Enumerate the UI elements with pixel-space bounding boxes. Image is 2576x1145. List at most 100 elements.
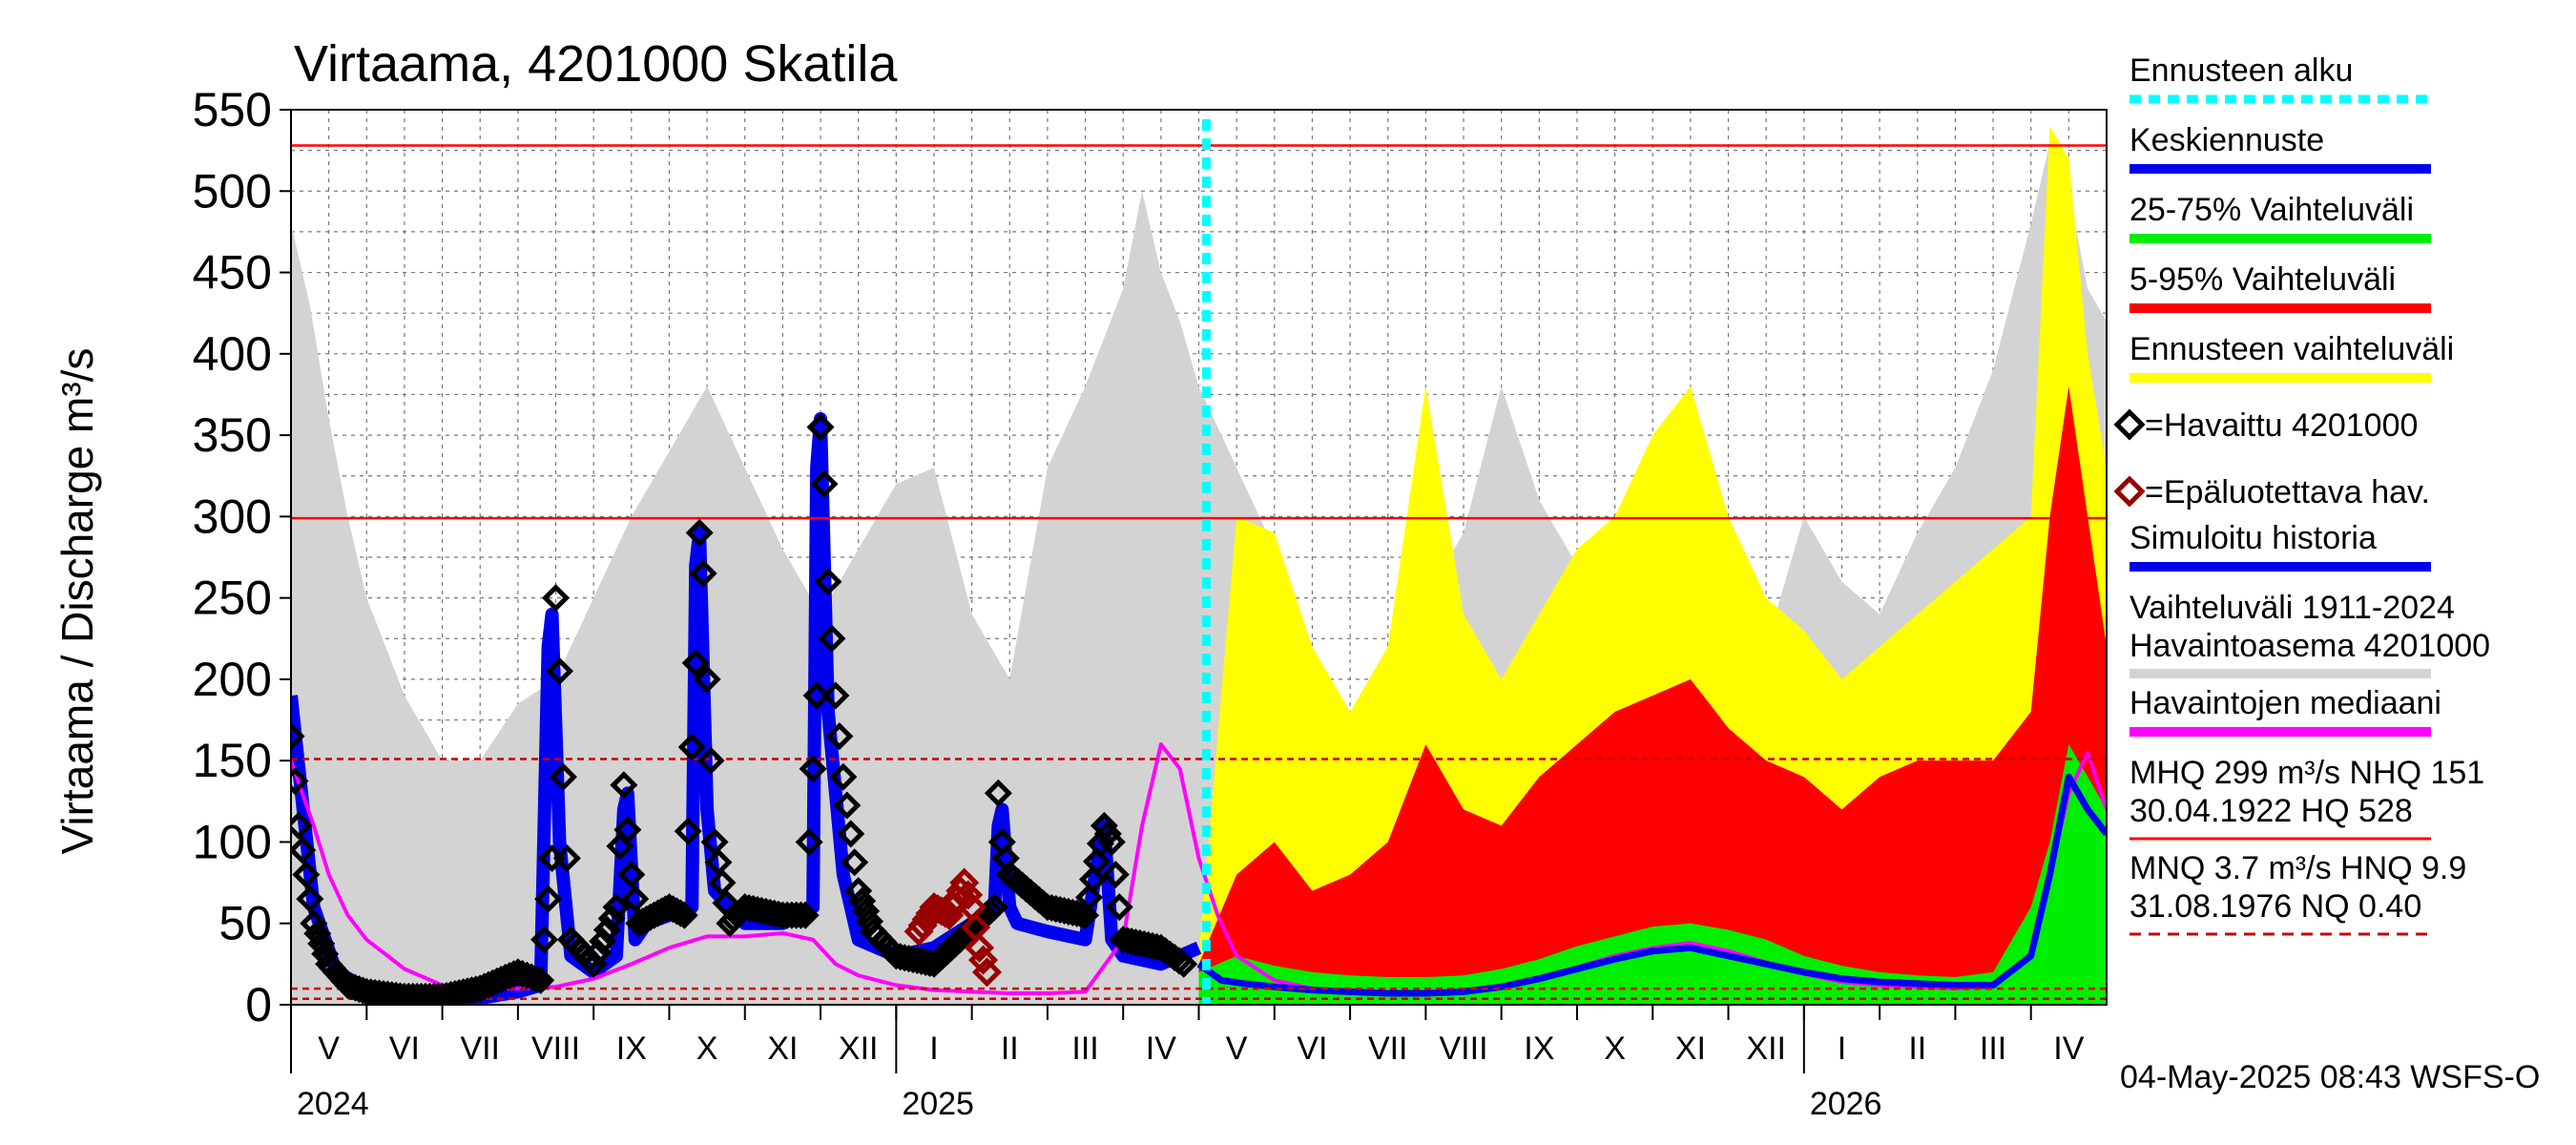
observed-point <box>291 766 309 796</box>
observed-point <box>291 722 305 751</box>
observed-point <box>833 791 862 820</box>
month-label: XI <box>767 1030 798 1067</box>
observed-point <box>292 861 321 889</box>
legend-label: Havaintojen mediaani <box>2129 685 2441 721</box>
legend-label: MHQ 299 m³/s NHQ 151 <box>2129 755 2484 791</box>
month-label: IV <box>2053 1030 2084 1067</box>
month-label: V <box>318 1030 340 1067</box>
reference-lines <box>291 119 2107 1005</box>
observed-point <box>1097 827 1126 856</box>
observed-point <box>291 836 317 864</box>
observed-point <box>782 901 811 929</box>
month-label: XI <box>1675 1030 1706 1067</box>
legend-item: Ennusteen alku <box>2129 52 2431 104</box>
observed-point <box>1074 883 1104 911</box>
y-tick-label: 50 <box>218 897 272 950</box>
legend-item: Vaihteluväli 1911-2024 Havaintoasema 420… <box>2129 590 2490 678</box>
month-label: XII <box>839 1030 879 1067</box>
observed-point <box>613 816 642 844</box>
observed-point <box>303 919 332 947</box>
observed-point <box>848 886 877 915</box>
month-label: VI <box>1297 1030 1327 1067</box>
y-tick-label: 100 <box>193 815 272 868</box>
unreliable-point <box>949 867 980 898</box>
observed-point <box>674 817 702 845</box>
legend: Ennusteen alku Keskiennuste 25-75% Vaihtel… <box>2113 52 2490 936</box>
observed-point <box>806 413 835 442</box>
y-tick-label: 450 <box>193 246 272 300</box>
observed-point <box>852 897 881 926</box>
legend-marker <box>2113 475 2146 508</box>
legend-label: 5-95% Vaihteluväli <box>2129 261 2396 298</box>
legend-item: =Epäluotettava hav. <box>2113 474 2430 510</box>
y-axis-label: Virtaama / Discharge m³/s <box>52 348 102 855</box>
observed-point <box>786 901 815 929</box>
observed-point <box>545 656 574 685</box>
legend-item: 25-75% Vaihteluväli <box>2129 192 2431 243</box>
observed-point <box>534 885 563 913</box>
y-tick-label: 250 <box>193 572 272 625</box>
observed-point <box>810 469 839 498</box>
month-label: IX <box>1524 1030 1554 1067</box>
observed-point <box>549 762 577 791</box>
observed-point <box>829 762 858 791</box>
observed-point <box>1101 861 1130 889</box>
observed-point <box>818 624 846 653</box>
legend-marker <box>2113 408 2146 441</box>
observed-point <box>795 827 823 856</box>
y-tick-label: 500 <box>193 164 272 218</box>
legend-item: 5-95% Vaihteluväli <box>2129 261 2431 313</box>
observed-point <box>1082 847 1111 876</box>
observed-point <box>825 722 854 751</box>
month-label: VIII <box>1440 1030 1488 1067</box>
month-label: IV <box>1146 1030 1176 1067</box>
observed-point <box>681 649 710 677</box>
observed-point <box>1086 829 1114 858</box>
observed-point <box>1170 949 1198 978</box>
legend-item: =Havaittu 4201000 <box>2113 407 2418 444</box>
month-label: I <box>1838 1030 1846 1067</box>
month-label: XII <box>1746 1030 1786 1067</box>
y-tick-label: 200 <box>193 653 272 706</box>
observed-point <box>300 909 328 938</box>
month-label: III <box>1980 1030 2006 1067</box>
month-label: VIII <box>531 1030 580 1067</box>
legend-label: =Epäluotettava hav. <box>2145 474 2430 510</box>
observed-point <box>791 901 820 929</box>
legend-label: Simuloitu historia <box>2129 520 2377 556</box>
month-label: VI <box>389 1030 420 1067</box>
unreliable-point <box>967 945 999 975</box>
month-label: IX <box>616 1030 647 1067</box>
legend-label: 25-75% Vaihteluväli <box>2129 192 2414 228</box>
legend-label-2: 31.08.1976 NQ 0.40 <box>2129 888 2421 925</box>
observed-point <box>980 893 1008 922</box>
legend-item: MNQ 3.7 m³/s HNQ 9.931.08.1976 NQ 0.40 <box>2129 850 2466 936</box>
observed-point <box>821 681 850 710</box>
month-label: VII <box>460 1030 500 1067</box>
observed-point <box>696 746 725 775</box>
observed-point <box>541 584 571 613</box>
month-label: III <box>1071 1030 1098 1067</box>
observed-point <box>621 885 650 913</box>
month-label: X <box>1604 1030 1626 1067</box>
observed-point <box>677 733 706 761</box>
observed-point <box>1093 820 1122 848</box>
observed-point <box>984 779 1012 807</box>
year-label: 2024 <box>297 1086 369 1122</box>
legend-label: =Havaittu 4201000 <box>2145 407 2418 444</box>
month-label: I <box>929 1030 938 1067</box>
observed-point <box>307 929 336 958</box>
observed-point <box>693 665 721 694</box>
observed-point <box>799 755 827 783</box>
observed-point <box>844 877 873 906</box>
legend-label-2: Havaintoasema 4201000 <box>2129 628 2490 664</box>
observed-point <box>837 820 865 848</box>
month-label: II <box>1001 1030 1019 1067</box>
observed-point <box>617 861 646 889</box>
observed-point <box>1071 901 1100 929</box>
y-tick-label: 350 <box>193 408 272 462</box>
observed-point <box>552 843 581 873</box>
observed-point <box>802 681 831 710</box>
